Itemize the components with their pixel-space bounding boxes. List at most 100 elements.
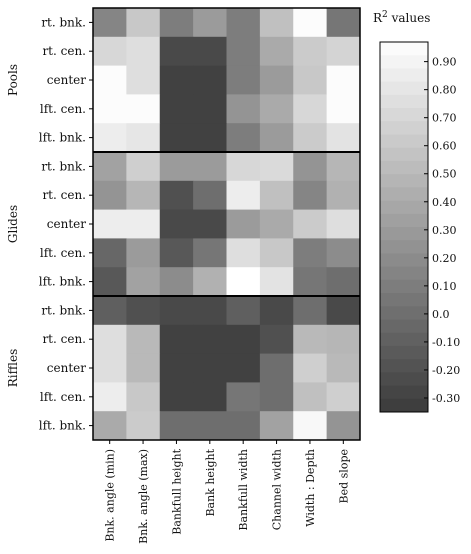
heatmap-cell [259,209,294,239]
colorbar-swatch [380,147,428,162]
heatmap-cell [259,296,294,326]
heatmap-cell [326,324,361,354]
heatmap-cell [126,382,161,412]
heatmap-cell [93,36,127,66]
heatmap-cell [226,353,261,383]
colorbar-swatch [380,200,428,215]
heatmap-cell [159,94,194,124]
heatmap-cell [259,36,294,66]
heatmap-cell [159,324,194,354]
heatmap-cell [226,382,261,412]
heatmap-cell [326,152,361,182]
heatmap-cell [126,267,161,297]
colorbar-swatch [380,42,428,56]
heatmap-cell [259,267,294,297]
colorbar-swatch [380,134,428,149]
heatmap-cell [293,123,328,153]
heatmap-cell [293,94,328,124]
heatmap-cell [126,152,161,182]
heatmap-cell [326,8,361,38]
group-label: Pools [6,64,20,96]
heatmap-cell [226,36,261,66]
group-label: Glides [6,205,20,243]
column-label: Width : Depth [304,449,317,527]
colorbar-swatch [380,240,428,254]
colorbar-swatch [380,279,428,294]
heatmap-cell [193,123,227,153]
heatmap-cell [193,267,227,297]
colorbar-swatch [380,121,428,135]
heatmap-cell [259,353,294,383]
heatmap-cell [293,411,328,441]
column-label: Channel width [271,449,284,530]
heatmap-cell [259,8,294,38]
heatmap-cell [293,267,328,297]
heatmap-cell [193,238,227,268]
heatmap-cell [293,238,328,268]
colorbar-swatch [380,160,428,175]
heatmap-cell [126,324,161,354]
colorbar-tick-label: 0.30 [432,224,457,237]
colorbar-tick-label: 0.80 [432,84,457,97]
column-label: Bed slope [337,449,350,503]
colorbar-tick-label: 0.60 [432,140,457,153]
heatmap-cell [126,123,161,153]
heatmap-cell [93,267,127,297]
heatmap-cell [193,411,227,441]
row-label: lft. cen. [40,390,86,404]
heatmap-cell [326,180,361,210]
heatmap-cell [259,65,294,95]
heatmap-cell [159,65,194,95]
column-labels: Bnk. angle (min) Bnk. angle (max) Bankfull… [104,440,350,544]
colorbar-swatch [380,266,428,281]
heatmap-cell [159,411,194,441]
heatmap-cell [93,296,127,326]
heatmap-cell [126,209,161,239]
heatmap-cell [326,65,361,95]
heatmap-cell [93,65,127,95]
heatmap-cell [93,152,127,182]
colorbar-swatch [380,332,428,347]
heatmap-cell [226,180,261,210]
colorbar-tick-label: 0.40 [432,196,457,209]
heatmap-cell [193,8,227,38]
colorbar-swatch [380,359,428,373]
heatmap-cell [326,382,361,412]
heatmap-cell [126,94,161,124]
heatmap-cell [226,238,261,268]
heatmap-cell [126,65,161,95]
heatmap-cell [193,152,227,182]
colorbar-swatch [380,213,428,228]
colorbar-title-base: R [373,11,383,25]
heatmap-cell [226,267,261,297]
colorbar-tick-label: 0.10 [432,280,457,293]
colorbar-tick-label: -0.30 [432,392,460,405]
heatmap-cell [193,353,227,383]
heatmap-cells [93,8,361,441]
heatmap-cell [159,123,194,153]
group-labels: Pools Glides Riffles [6,64,20,387]
row-label: lft. cen. [40,102,86,116]
heatmap-cell [93,8,127,38]
heatmap-cell [259,94,294,124]
heatmap-cell [226,123,261,153]
colorbar-swatch [380,372,428,386]
colorbar-swatch [380,108,428,122]
colorbar-swatch [380,253,428,268]
heatmap-cell [159,382,194,412]
heatmap-cell [293,36,328,66]
heatmap-cell [93,180,127,210]
row-label: lft. bnk. [39,275,86,289]
colorbar-swatch [380,385,428,400]
row-label: lft. bnk. [39,131,86,145]
heatmap-cell [259,382,294,412]
heatmap-cell [159,36,194,66]
row-label: rt. bnk. [41,303,86,317]
row-label: lft. bnk. [39,419,86,433]
colorbar-tick-label: 0.20 [432,252,457,265]
row-label: center [47,217,86,231]
heatmap-cell [126,8,161,38]
heatmap-cell [159,209,194,239]
